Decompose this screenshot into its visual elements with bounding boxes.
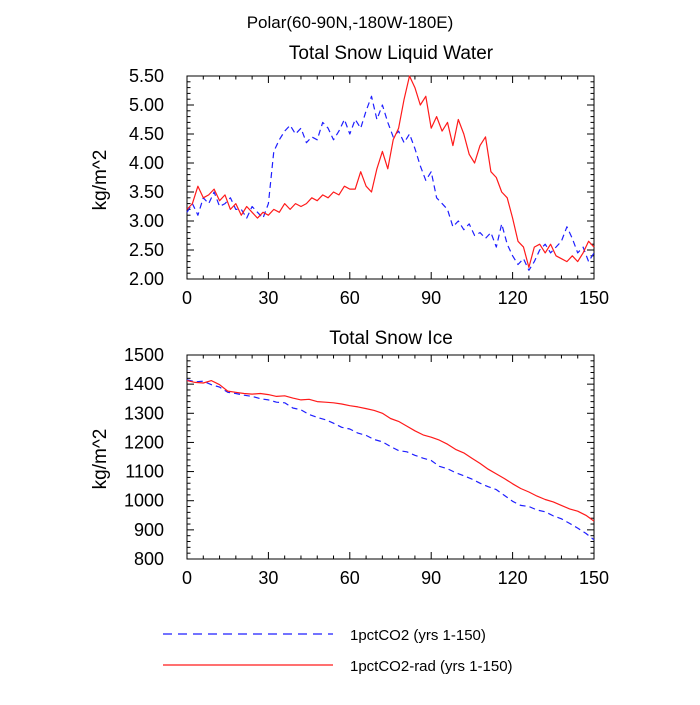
chart-panel-snow-liquid-water: Total Snow Liquid Water kg/m^2 0 30 60 90 12… — [90, 43, 609, 308]
axis-tick-labels: 0 30 60 90 120 150 2.00 2.50 3.00 3.50 4.00 4.50 5.0… — [129, 66, 609, 308]
x-tick-label: 150 — [579, 568, 609, 588]
x-tick-label: 120 — [498, 288, 528, 308]
series-lines — [186, 379, 595, 541]
axis-ticks — [186, 354, 595, 560]
y-tick-label: 800 — [134, 549, 164, 569]
y-tick-label: 1400 — [124, 374, 164, 394]
series-line-1pctco2 — [186, 95, 595, 271]
y-axis-label: kg/m^2 — [90, 150, 111, 211]
y-tick-label: 1000 — [124, 491, 164, 511]
y-tick-label: 3.00 — [129, 211, 164, 231]
y-tick-label: 1200 — [124, 432, 164, 452]
x-tick-label: 90 — [421, 568, 441, 588]
series-line-1pctco2-rad — [186, 75, 595, 268]
legend-label: 1pctCO2 (yrs 1-150) — [350, 627, 486, 644]
y-tick-label: 4.50 — [129, 124, 164, 144]
x-tick-label: 150 — [579, 288, 609, 308]
y-tick-label: 5.50 — [129, 66, 164, 86]
series-line-1pctco2 — [186, 379, 595, 541]
figure-title: Polar(60-90N,-180W-180E) — [247, 13, 454, 32]
legend-label: 1pctCO2-rad (yrs 1-150) — [350, 658, 513, 675]
series-line-1pctco2-rad — [186, 380, 595, 522]
y-tick-label: 2.50 — [129, 240, 164, 260]
x-tick-label: 30 — [258, 288, 278, 308]
series-lines — [186, 75, 595, 271]
y-tick-label: 1300 — [124, 403, 164, 423]
plot-frame — [186, 354, 595, 560]
legend-entry-1pctco2: 1pctCO2 (yrs 1-150) — [163, 627, 486, 644]
x-tick-label: 90 — [421, 288, 441, 308]
x-tick-label: 120 — [498, 568, 528, 588]
x-tick-label: 60 — [340, 288, 360, 308]
chart-title: Total Snow Liquid Water — [289, 43, 494, 64]
x-tick-label: 60 — [340, 568, 360, 588]
x-tick-label: 0 — [182, 288, 192, 308]
y-tick-label: 900 — [134, 520, 164, 540]
y-tick-label: 4.00 — [129, 153, 164, 173]
y-tick-label: 2.00 — [129, 269, 164, 289]
y-tick-label: 1500 — [124, 345, 164, 365]
plot-frame — [186, 75, 595, 280]
legend-entry-1pctco2-rad: 1pctCO2-rad (yrs 1-150) — [163, 658, 513, 675]
legend: 1pctCO2 (yrs 1-150) 1pctCO2-rad (yrs 1-1… — [163, 627, 513, 675]
y-tick-label: 1100 — [125, 462, 164, 482]
axis-tick-labels: 0 30 60 90 120 150 800 900 1000 1100 1200 1300 1400 1… — [124, 345, 609, 588]
y-tick-label: 5.00 — [129, 95, 164, 115]
x-tick-label: 0 — [182, 568, 192, 588]
axis-ticks — [186, 75, 595, 280]
x-tick-label: 30 — [258, 568, 278, 588]
y-tick-label: 3.50 — [129, 182, 164, 202]
chart-panel-snow-ice: Total Snow Ice kg/m^2 0 30 60 90 120 150 800 90… — [90, 328, 609, 588]
y-axis-label: kg/m^2 — [90, 429, 111, 490]
chart-title: Total Snow Ice — [329, 328, 453, 349]
